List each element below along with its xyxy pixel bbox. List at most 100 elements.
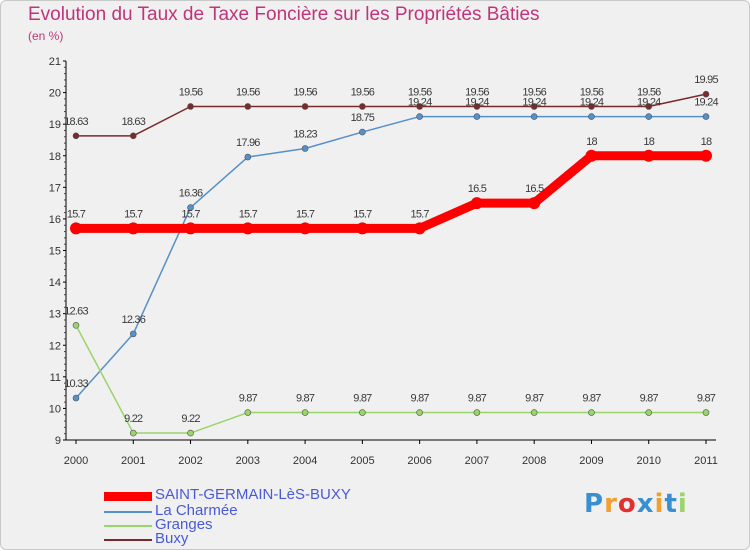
data-point	[127, 222, 140, 235]
data-point	[299, 222, 312, 235]
data-point	[642, 149, 655, 162]
data-label: 16.36	[179, 188, 203, 200]
data-point	[187, 429, 194, 437]
logo-letter: i	[677, 489, 688, 519]
data-label: 19.95	[694, 74, 718, 86]
legend-swatch	[104, 492, 152, 501]
data-point	[416, 113, 423, 120]
y-tick-label: 9	[55, 435, 61, 447]
data-point	[530, 409, 538, 416]
logo-letter: P	[584, 489, 605, 519]
data-point	[129, 132, 137, 140]
data-point	[301, 409, 309, 416]
data-point	[530, 103, 538, 110]
y-tick-label: 13	[49, 309, 61, 321]
data-point	[416, 103, 423, 110]
chart-title: Evolution du Taux de Taxe Foncière sur l…	[28, 4, 540, 25]
data-label: 18.75	[351, 112, 375, 124]
x-tick-label: 2004	[293, 455, 317, 467]
data-label: 19.56	[236, 86, 260, 98]
data-label: 19.56	[522, 86, 546, 98]
data-label: 9.87	[468, 393, 487, 405]
x-tick-label: 2011	[694, 455, 718, 467]
data-label: 16.5	[468, 183, 487, 195]
data-point	[700, 149, 712, 162]
y-tick-label: 10	[49, 403, 61, 415]
y-tick-label: 20	[49, 88, 61, 100]
data-point	[588, 409, 595, 416]
data-label: 12.36	[122, 314, 146, 326]
data-point	[187, 204, 194, 211]
x-tick-label: 2002	[178, 455, 202, 467]
unit-label: (en %)	[28, 29, 64, 43]
x-tick-label: 2005	[350, 455, 374, 467]
data-label: 19.24	[522, 97, 546, 109]
data-point	[588, 113, 595, 120]
data-label: 16.5	[525, 183, 544, 195]
data-point	[530, 113, 538, 120]
data-label: 19.56	[408, 86, 432, 98]
data-label: 19.24	[580, 97, 604, 109]
data-point	[585, 149, 598, 162]
data-point	[184, 222, 197, 235]
x-tick-label: 2010	[636, 455, 660, 467]
data-label: 15.7	[124, 208, 143, 220]
logo-letter: i	[654, 489, 665, 519]
data-label: 9.87	[582, 393, 601, 405]
proxiti-logo: Proxiti	[584, 489, 688, 519]
data-label: 18.63	[122, 116, 146, 128]
data-point	[187, 103, 194, 110]
legend-swatch	[104, 511, 152, 513]
data-point	[645, 103, 653, 110]
y-tick-label: 18	[49, 151, 61, 163]
data-point	[244, 409, 252, 416]
data-point	[473, 103, 481, 110]
y-tick-label: 21	[49, 56, 61, 68]
x-tick-label: 2000	[64, 455, 88, 467]
data-point	[473, 409, 481, 416]
data-point	[129, 429, 137, 437]
data-label: 15.7	[353, 208, 372, 220]
data-point	[72, 322, 80, 329]
data-point	[244, 103, 252, 110]
legend-label: Granges	[155, 516, 213, 533]
data-label: 19.24	[694, 97, 718, 109]
y-tick-label: 17	[49, 182, 61, 194]
data-point	[129, 330, 137, 338]
legend-label: La Charmée	[155, 502, 238, 519]
data-label: 18	[586, 136, 597, 148]
legend-swatch	[104, 525, 152, 527]
data-label: 18	[643, 136, 654, 148]
data-point	[359, 128, 366, 136]
data-label: 19.56	[179, 86, 203, 98]
series-line	[75, 324, 707, 434]
data-label: 10.33	[64, 378, 88, 390]
data-point	[702, 113, 710, 120]
data-label: 9.87	[697, 393, 716, 405]
data-label: 18	[701, 136, 712, 148]
data-point	[356, 222, 369, 235]
data-label: 19.56	[580, 86, 604, 98]
data-label: 12.63	[64, 305, 88, 317]
data-label: 15.7	[296, 208, 315, 220]
x-tick-label: 2001	[121, 455, 145, 467]
x-tick-label: 2008	[522, 455, 546, 467]
data-label: 17.96	[236, 137, 260, 149]
x-tick-label: 2006	[407, 455, 431, 467]
series-line	[71, 151, 711, 233]
data-label: 19.56	[465, 86, 489, 98]
data-point	[702, 409, 710, 416]
data-point	[359, 409, 366, 416]
x-tick-label: 2003	[236, 455, 260, 467]
data-label: 19.24	[465, 97, 489, 109]
data-point	[470, 197, 483, 210]
data-label: 9.87	[239, 393, 258, 405]
data-point	[301, 145, 309, 152]
data-label: 18.23	[293, 128, 317, 140]
data-label: 19.56	[293, 86, 317, 98]
data-label: 9.87	[640, 393, 659, 405]
data-point	[72, 132, 80, 140]
series-line	[75, 93, 707, 137]
data-label: 19.56	[351, 86, 375, 98]
